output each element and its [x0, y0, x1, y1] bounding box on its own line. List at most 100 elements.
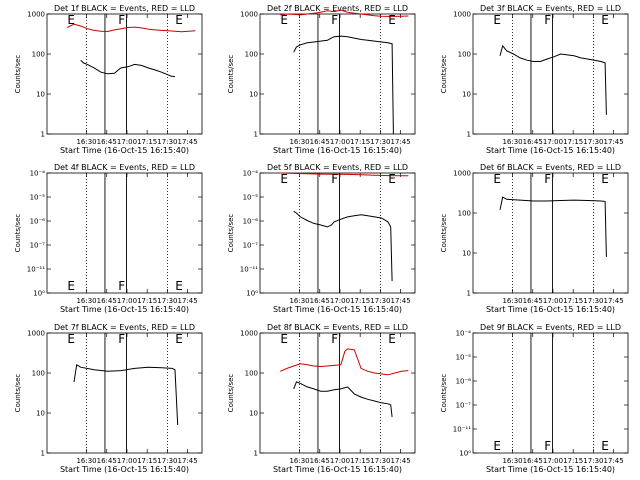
y-tick-label: 1 [254, 131, 258, 139]
series-line-lld [280, 172, 409, 177]
y-tick-label: 10⁰ [246, 290, 258, 298]
y-axis-label: Counts/sec [14, 214, 22, 253]
x-tick-label: 17:15 [137, 297, 157, 305]
y-axis-label: Counts/sec [227, 374, 235, 413]
x-tick-label: 17:15 [563, 297, 583, 305]
x-tick-label: 17:00 [543, 457, 563, 465]
y-tick-label: 1 [254, 450, 258, 458]
y-tick-label: 1000 [27, 330, 45, 338]
x-tick-label: 16:30 [502, 138, 522, 146]
x-tick-label: 17:45 [604, 457, 624, 465]
panel-det-6: Det 6f BLACK = Events, RED = LLD 1 10 100 10… [440, 163, 629, 314]
y-tick-label: 10⁻⁵ [30, 194, 46, 202]
event-marker-e: E [601, 13, 609, 27]
x-tick-label: 17:15 [563, 138, 583, 146]
y-tick-label: 1 [467, 131, 471, 139]
x-tick-label: 16:45 [523, 138, 543, 146]
x-tick-label: 16:45 [97, 297, 117, 305]
panel-det-1: Det 1f BLACK = Events, RED = LLD 1 10 100 10… [14, 4, 203, 155]
x-axis-label: Start Time (16-Oct-15 16:15:40) [486, 305, 615, 314]
event-marker-f: F [331, 332, 338, 346]
y-tick-label: 10 [249, 410, 258, 418]
x-tick-label: 17:15 [563, 457, 583, 465]
event-marker-e: E [388, 332, 396, 346]
series-line-events [293, 210, 393, 282]
x-axis-label: Start Time (16-Oct-15 16:15:40) [273, 305, 402, 314]
panel-title: Det 9f BLACK = Events, RED = LLD [480, 323, 621, 332]
x-tick-label: 17:00 [330, 138, 350, 146]
x-axis-label: Start Time (16-Oct-15 16:15:40) [273, 146, 402, 155]
x-tick-label: 16:30 [502, 297, 522, 305]
panel-title: Det 6f BLACK = Events, RED = LLD [480, 163, 621, 172]
x-tick-label: 17:00 [543, 297, 563, 305]
x-tick-label: 17:45 [178, 138, 198, 146]
y-tick-label: 10 [462, 250, 471, 258]
y-tick-label: 10⁻¹¹ [453, 426, 471, 434]
panel-title: Det 2f BLACK = Events, RED = LLD [267, 4, 408, 13]
x-tick-label: 16:45 [97, 138, 117, 146]
x-tick-label: 17:30 [583, 457, 603, 465]
x-axis-label: Start Time (16-Oct-15 16:15:40) [60, 465, 189, 474]
panel-det-9: Det 9f BLACK = Events, RED = LLD 10⁰ 10⁻¹¹… [440, 323, 629, 474]
y-tick-label: 100 [458, 51, 471, 59]
x-tick-label: 17:30 [157, 138, 177, 146]
series-line-events [80, 59, 176, 78]
y-axis-label: Counts/sec [227, 214, 235, 253]
panel-det-2: Det 2f BLACK = Events, RED = LLD 1 10 100 10… [227, 4, 416, 155]
x-tick-label: 17:45 [391, 457, 411, 465]
event-marker-e: E [67, 332, 75, 346]
x-tick-label: 17:15 [137, 138, 157, 146]
x-tick-label: 16:45 [523, 457, 543, 465]
x-tick-label: 16:30 [76, 457, 96, 465]
panel-title: Det 3f BLACK = Events, RED = LLD [480, 4, 621, 13]
y-axis-label: Counts/sec [14, 55, 22, 94]
y-tick-label: 1000 [27, 11, 45, 19]
x-tick-label: 17:45 [391, 138, 411, 146]
x-tick-label: 16:45 [523, 297, 543, 305]
y-tick-label: 10⁻⁴ [30, 170, 46, 178]
x-tick-label: 16:30 [289, 457, 309, 465]
x-tick-label: 17:30 [370, 457, 390, 465]
x-tick-label: 17:15 [350, 138, 370, 146]
y-tick-label: 1000 [453, 170, 471, 178]
y-tick-label: 100 [32, 51, 45, 59]
series-line-lld [66, 23, 196, 33]
y-tick-label: 10⁻⁴ [456, 330, 472, 338]
event-marker-e: E [67, 279, 75, 293]
series-line-events [293, 35, 394, 135]
panel-det-3: Det 3f BLACK = Events, RED = LLD 1 10 100 10… [440, 4, 629, 155]
panel-det-7: Det 7f BLACK = Events, RED = LLD 1 10 100 10… [14, 323, 203, 474]
x-tick-label: 17:00 [117, 297, 137, 305]
x-tick-label: 16:45 [310, 457, 330, 465]
event-marker-e: E [175, 279, 183, 293]
x-tick-label: 17:15 [137, 457, 157, 465]
event-marker-e: E [601, 172, 609, 186]
x-tick-label: 17:30 [583, 297, 603, 305]
series-line-lld [280, 9, 409, 17]
plot-frame [46, 172, 203, 294]
y-tick-label: 10 [249, 91, 258, 99]
event-marker-e: E [280, 332, 288, 346]
x-tick-label: 17:30 [157, 297, 177, 305]
event-marker-e: E [280, 172, 288, 186]
event-marker-e: E [388, 13, 396, 27]
event-marker-f: F [118, 332, 125, 346]
event-marker-e: E [280, 13, 288, 27]
panel-title: Det 7f BLACK = Events, RED = LLD [54, 323, 195, 332]
y-tick-label: 10⁻⁶ [30, 218, 46, 226]
y-tick-label: 1000 [453, 11, 471, 19]
y-tick-label: 100 [245, 370, 258, 378]
y-tick-label: 10⁻⁶ [243, 218, 259, 226]
y-tick-label: 100 [32, 370, 45, 378]
panel-det-5: Det 5f BLACK = Events, RED = LLD 10⁰ 10⁻¹¹… [227, 163, 416, 314]
y-tick-label: 1 [41, 131, 45, 139]
x-tick-label: 16:30 [76, 138, 96, 146]
plot-frame [259, 172, 416, 294]
event-marker-f: F [331, 13, 338, 27]
y-tick-label: 10⁻⁷ [456, 402, 472, 410]
event-marker-e: E [493, 172, 501, 186]
panel-title: Det 5f BLACK = Events, RED = LLD [267, 163, 408, 172]
y-tick-label: 10⁰ [459, 450, 471, 458]
y-axis-label: Counts/sec [227, 55, 235, 94]
